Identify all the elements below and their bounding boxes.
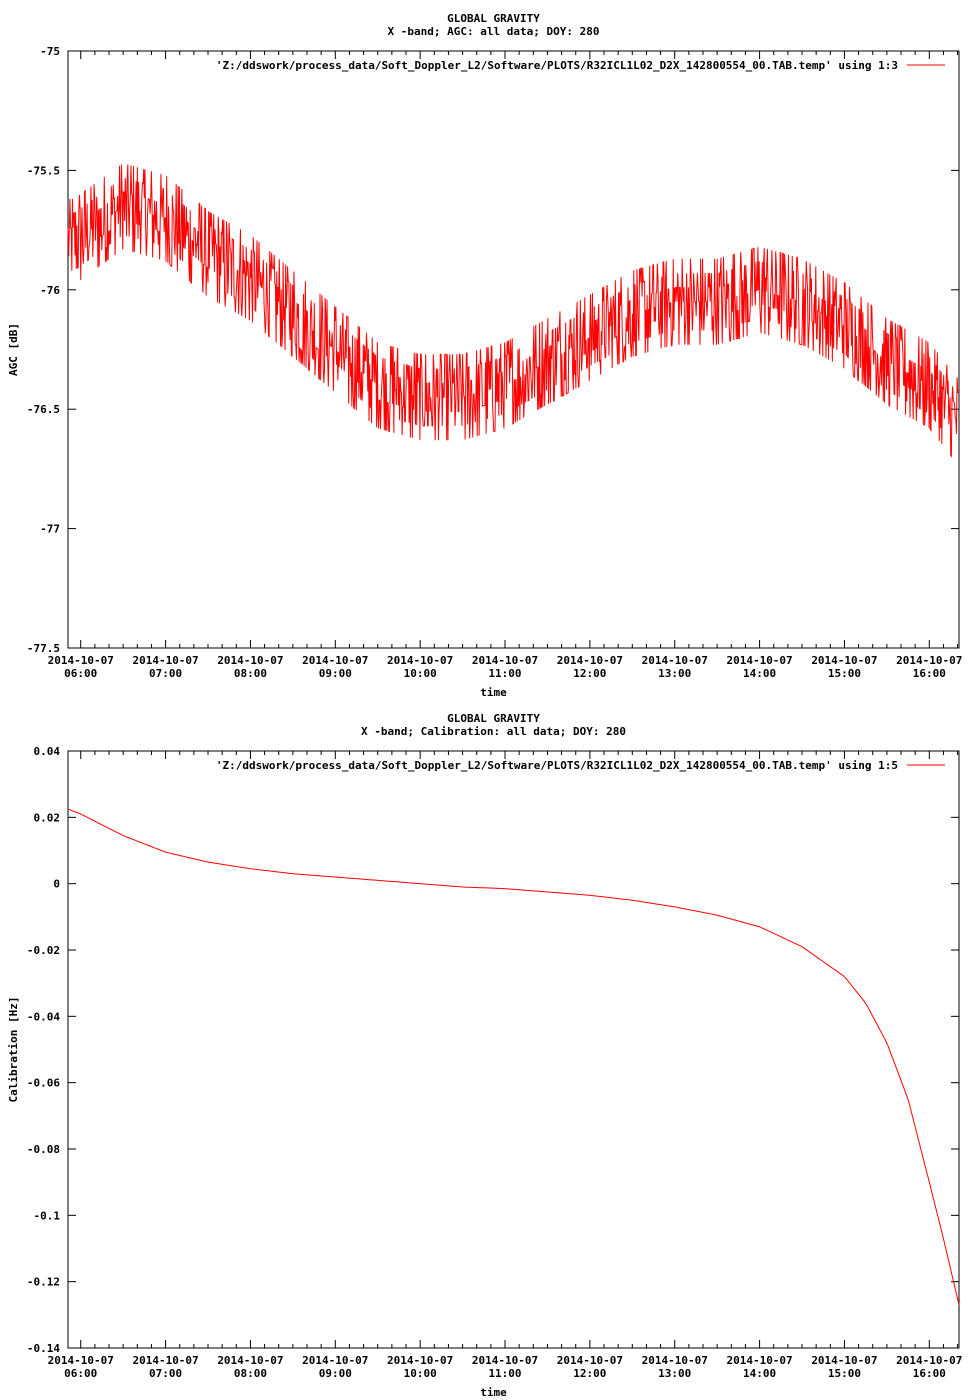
x-tick-label-date: 2014-10-07 bbox=[726, 1354, 792, 1367]
legend-label: 'Z:/ddswork/process_data/Soft_Doppler_L2… bbox=[216, 59, 898, 72]
legend-label: 'Z:/ddswork/process_data/Soft_Doppler_L2… bbox=[216, 759, 898, 772]
y-tick-label: -77 bbox=[40, 523, 60, 536]
y-tick-label: -75.5 bbox=[27, 164, 60, 177]
y-tick-label: -77.5 bbox=[27, 642, 60, 655]
x-tick-label-date: 2014-10-07 bbox=[896, 654, 962, 667]
x-tick-label-date: 2014-10-07 bbox=[642, 1354, 708, 1367]
series-line bbox=[67, 164, 959, 458]
x-tick-label-time: 16:00 bbox=[913, 1367, 946, 1380]
y-tick-label: -0.08 bbox=[27, 1143, 60, 1156]
y-axis-label: Calibration [Hz] bbox=[7, 997, 20, 1103]
x-tick-label-time: 12:00 bbox=[573, 1367, 606, 1380]
x-tick-label-time: 13:00 bbox=[658, 1367, 691, 1380]
x-tick-label-time: 07:00 bbox=[149, 667, 182, 680]
chart-subtitle: X -band; AGC: all data; DOY: 280 bbox=[388, 25, 600, 38]
x-tick-label-date: 2014-10-07 bbox=[472, 654, 538, 667]
y-tick-label: 0.04 bbox=[34, 745, 61, 758]
x-tick-label-date: 2014-10-07 bbox=[642, 654, 708, 667]
x-tick-label-time: 12:00 bbox=[573, 667, 606, 680]
x-tick-label-date: 2014-10-07 bbox=[726, 654, 792, 667]
y-tick-label: -76.5 bbox=[27, 403, 60, 416]
plot-frame bbox=[67, 750, 960, 1349]
x-tick-label-date: 2014-10-07 bbox=[217, 654, 283, 667]
y-tick-label: -0.12 bbox=[27, 1276, 60, 1289]
x-tick-label-date: 2014-10-07 bbox=[557, 654, 623, 667]
x-tick-label-time: 09:00 bbox=[319, 667, 352, 680]
x-tick-label-time: 11:00 bbox=[488, 667, 521, 680]
y-tick-label: -76 bbox=[40, 284, 60, 297]
x-tick-label-date: 2014-10-07 bbox=[811, 1354, 877, 1367]
x-tick-label-time: 06:00 bbox=[64, 1367, 97, 1380]
x-tick-label-time: 10:00 bbox=[404, 1367, 437, 1380]
x-tick-label-time: 15:00 bbox=[828, 1367, 861, 1380]
y-tick-label: 0 bbox=[53, 878, 60, 891]
x-tick-label-date: 2014-10-07 bbox=[217, 1354, 283, 1367]
x-tick-label-time: 09:00 bbox=[319, 1367, 352, 1380]
x-tick-label-date: 2014-10-07 bbox=[302, 1354, 368, 1367]
plot-frame bbox=[67, 50, 960, 649]
y-tick-label: 0.02 bbox=[34, 811, 61, 824]
x-tick-label-date: 2014-10-07 bbox=[387, 654, 453, 667]
x-tick-label-time: 10:00 bbox=[404, 667, 437, 680]
y-tick-label: -75 bbox=[40, 45, 60, 58]
x-tick-label-date: 2014-10-07 bbox=[472, 1354, 538, 1367]
x-tick-label-time: 14:00 bbox=[743, 667, 776, 680]
x-tick-label-time: 07:00 bbox=[149, 1367, 182, 1380]
x-tick-label-date: 2014-10-07 bbox=[557, 1354, 623, 1367]
x-tick-label-time: 14:00 bbox=[743, 1367, 776, 1380]
x-tick-label-time: 08:00 bbox=[234, 667, 267, 680]
x-axis-label: time bbox=[480, 686, 507, 699]
y-axis-label: AGC [dB] bbox=[7, 323, 20, 376]
y-tick-label: -0.04 bbox=[27, 1010, 60, 1023]
x-tick-label-date: 2014-10-07 bbox=[48, 1354, 114, 1367]
chart-subtitle: X -band; Calibration: all data; DOY: 280 bbox=[361, 725, 626, 738]
x-tick-label-date: 2014-10-07 bbox=[132, 1354, 198, 1367]
y-tick-label: -0.06 bbox=[27, 1077, 60, 1090]
x-tick-label-date: 2014-10-07 bbox=[132, 654, 198, 667]
x-tick-label-time: 06:00 bbox=[64, 667, 97, 680]
x-axis-label: time bbox=[480, 1386, 507, 1399]
x-tick-label-date: 2014-10-07 bbox=[387, 1354, 453, 1367]
x-tick-label-time: 11:00 bbox=[488, 1367, 521, 1380]
chart-title: GLOBAL GRAVITY bbox=[447, 712, 540, 725]
chart-title: GLOBAL GRAVITY bbox=[447, 12, 540, 25]
series-line bbox=[67, 808, 960, 1305]
y-tick-label: -0.14 bbox=[27, 1342, 60, 1355]
x-tick-label-time: 15:00 bbox=[828, 667, 861, 680]
x-tick-label-time: 08:00 bbox=[234, 1367, 267, 1380]
y-tick-label: -0.1 bbox=[34, 1209, 61, 1222]
y-tick-label: -0.02 bbox=[27, 944, 60, 957]
x-tick-label-date: 2014-10-07 bbox=[48, 654, 114, 667]
x-tick-label-time: 16:00 bbox=[913, 667, 946, 680]
x-tick-label-date: 2014-10-07 bbox=[302, 654, 368, 667]
x-tick-label-date: 2014-10-07 bbox=[811, 654, 877, 667]
x-tick-label-date: 2014-10-07 bbox=[896, 1354, 962, 1367]
x-tick-label-time: 13:00 bbox=[658, 667, 691, 680]
